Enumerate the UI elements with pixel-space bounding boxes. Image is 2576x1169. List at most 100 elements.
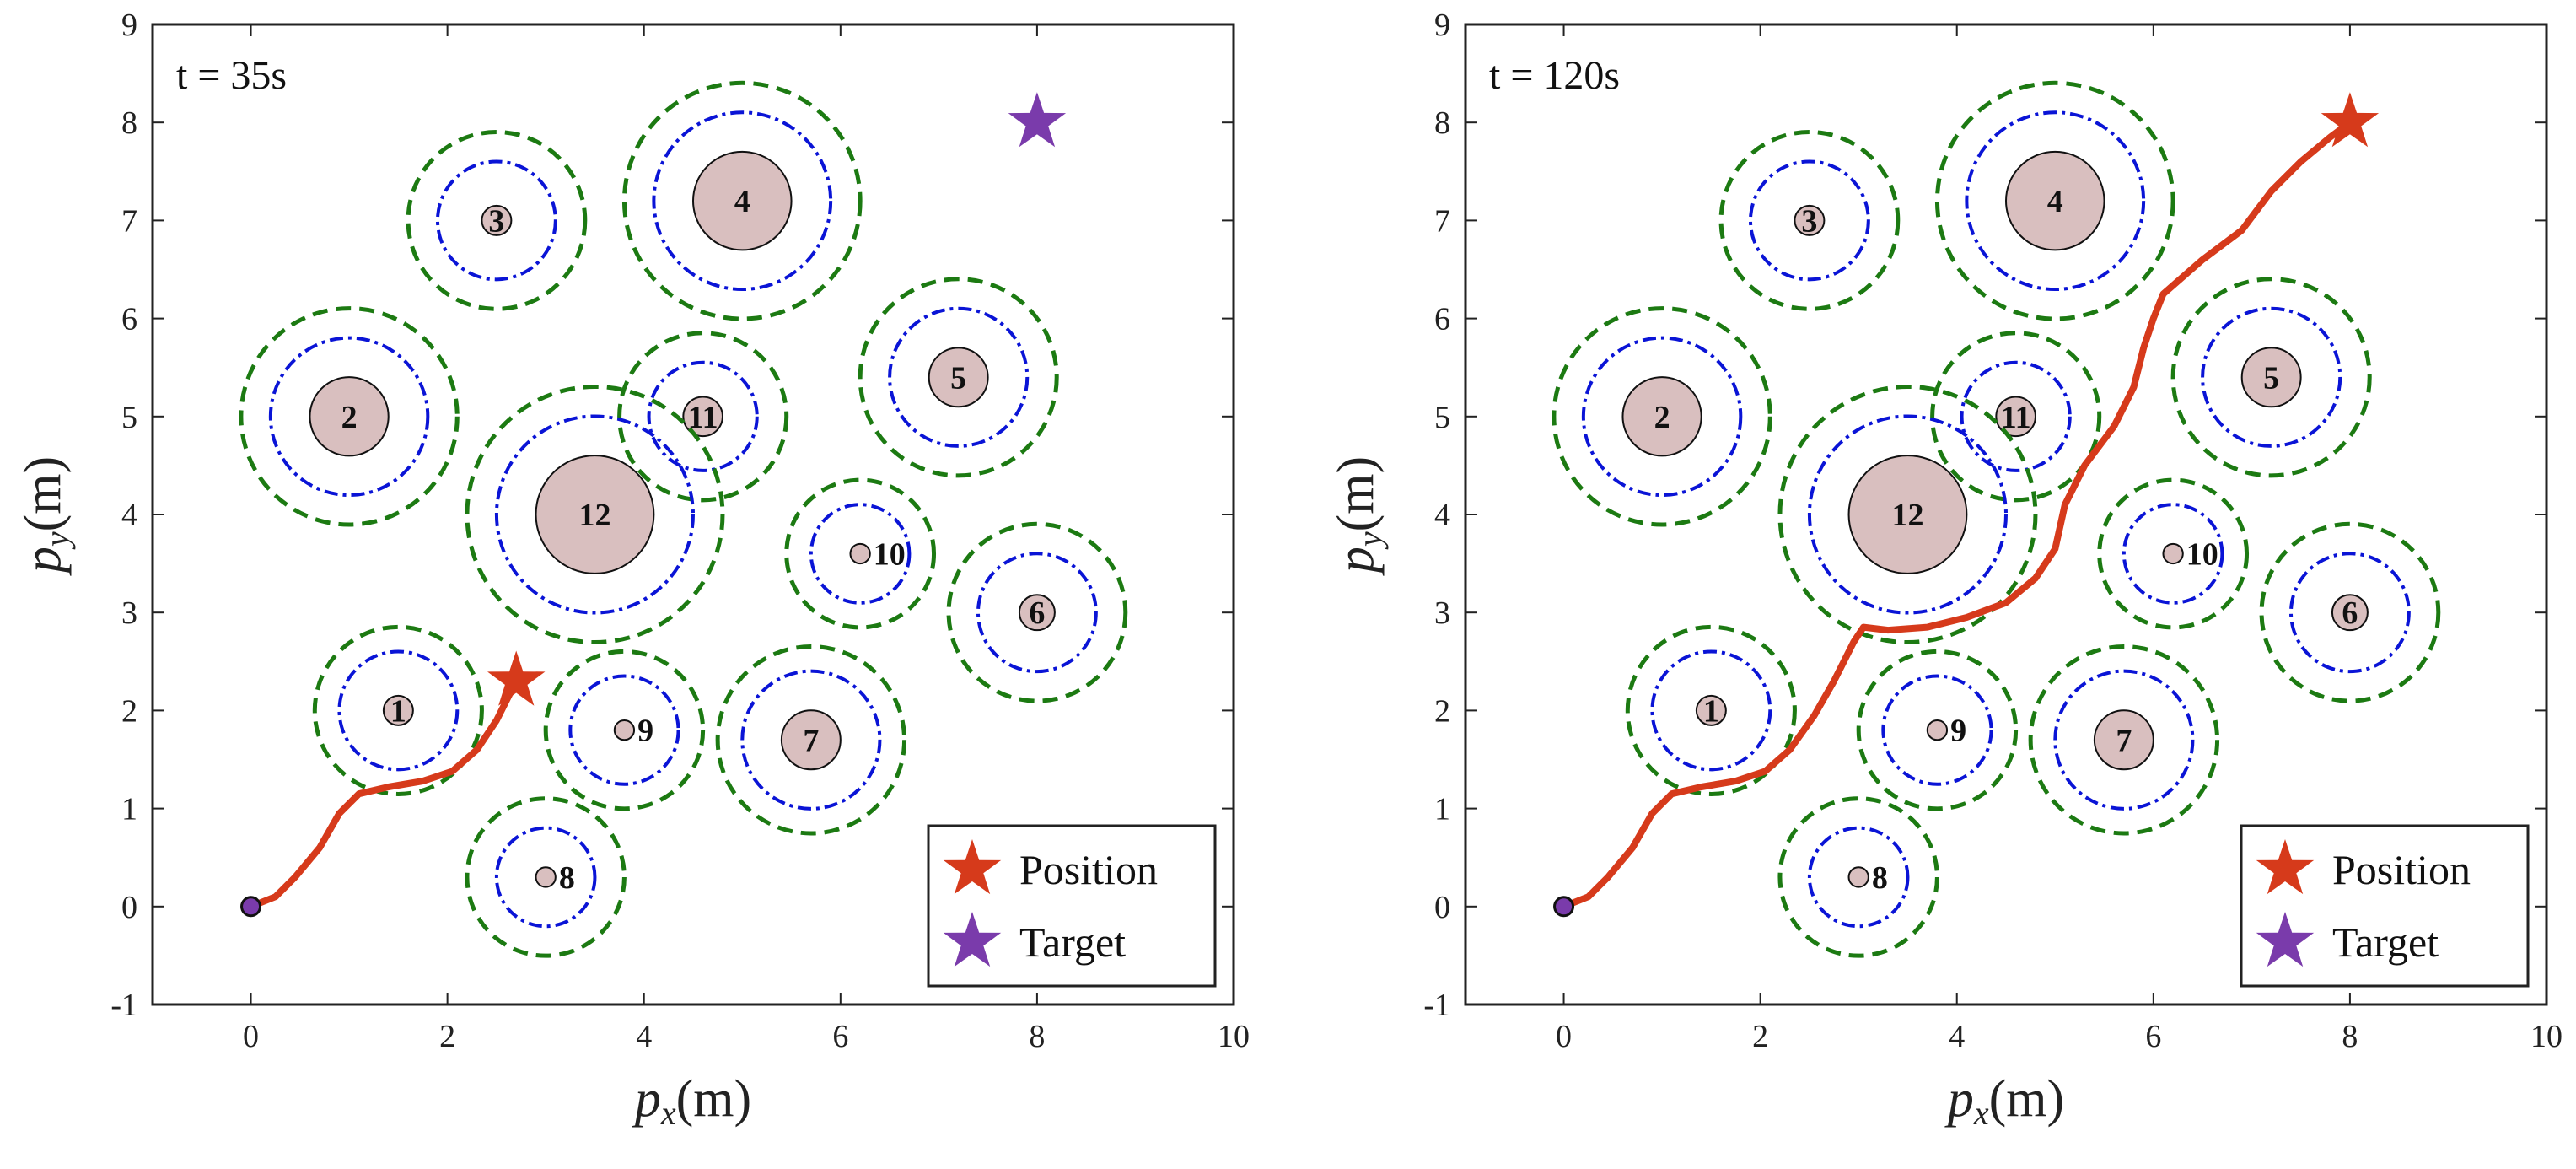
obstacle-7: 7: [2028, 644, 2220, 836]
x-axis-label-var: p: [1944, 1070, 1974, 1128]
obstacle-outer-ring: [543, 649, 706, 811]
obstacle-label: 10: [2186, 536, 2218, 572]
obstacle-body: [928, 347, 989, 408]
y-axis-label-var: p: [14, 547, 72, 576]
obstacle-body: [2005, 150, 2105, 251]
obstacle-outer-ring: [406, 130, 588, 311]
obstacle-body: [2240, 347, 2302, 408]
obstacle-label: 6: [2342, 595, 2358, 631]
x-tick-label: 2: [1752, 1019, 1768, 1054]
obstacle-outer-ring: [1625, 624, 1797, 796]
obstacle-inner-ring: [2122, 503, 2224, 605]
y-tick-label: 9: [121, 8, 137, 43]
y-tick-label: -1: [1423, 988, 1450, 1023]
obstacle-label: 8: [1872, 860, 1888, 896]
x-tick-label: 6: [832, 1019, 848, 1054]
obstacle-label: 9: [1950, 714, 1966, 749]
time-annotation: t = 35s: [176, 53, 287, 98]
obstacle-outer-ring: [621, 80, 863, 321]
position-star: [2321, 92, 2380, 148]
y-tick-label: 4: [121, 498, 137, 533]
obstacle-4: 4: [1934, 80, 2175, 321]
x-axis-label-sub: x: [1973, 1094, 1989, 1132]
trajectory-line: [1560, 119, 2353, 910]
y-tick-label: 5: [1434, 400, 1450, 435]
obstacle-inner-ring: [268, 336, 430, 498]
obstacle-3: 3: [406, 130, 588, 311]
legend-label: Target: [2332, 918, 2439, 966]
obstacle-body: [1847, 455, 1968, 574]
obstacle-label: 6: [1029, 595, 1045, 631]
obstacle-2: 2: [1552, 306, 1772, 527]
x-tick-label: 2: [439, 1019, 455, 1054]
obstacle-outer-ring: [715, 644, 907, 836]
position-star: [487, 650, 546, 706]
legend-star-target: [2256, 912, 2315, 967]
obstacle-body: [1621, 376, 1702, 457]
obstacle-4: 4: [621, 80, 863, 321]
obstacle-body: [1847, 866, 1869, 888]
obstacle-9: 9: [543, 649, 706, 811]
obstacle-inner-ring: [1807, 414, 2009, 615]
y-tick-label: 6: [121, 302, 137, 337]
y-tick-label: 2: [121, 693, 137, 729]
obstacle-label: 5: [2263, 360, 2279, 396]
obstacle-outer-ring: [617, 331, 789, 503]
obstacle-label: 11: [688, 400, 718, 435]
y-tick-label: 3: [1434, 595, 1450, 631]
obstacle-body: [535, 455, 655, 574]
obstacle-outer-ring: [858, 277, 1059, 478]
obstacle-inner-ring: [809, 503, 912, 605]
obstacle-label: 11: [2001, 400, 2031, 435]
obstacle-outer-ring: [312, 624, 484, 796]
obstacle-body: [481, 204, 513, 236]
obstacle-inner-ring: [494, 414, 695, 615]
x-tick-label: 10: [1218, 1019, 1250, 1054]
obstacle-label: 9: [637, 714, 653, 749]
obstacle-body: [692, 150, 793, 251]
legend-label: Target: [1019, 918, 1126, 966]
obstacle-8: 8: [465, 796, 627, 958]
obstacle-body: [2331, 594, 2369, 632]
obstacle-inner-ring: [1581, 336, 1743, 498]
obstacle-body: [2162, 542, 2184, 565]
obstacle-11: 11: [1930, 331, 2102, 503]
obstacle-9: 9: [1856, 649, 2019, 811]
obstacle-label: 1: [390, 693, 406, 729]
legend: Position Target: [2240, 824, 2530, 988]
start-marker: [240, 896, 262, 918]
obstacle-label: 4: [2047, 184, 2063, 219]
obstacle-label: 2: [341, 400, 358, 435]
y-axis-label-var: p: [1327, 547, 1385, 576]
obstacle-body: [1018, 594, 1056, 632]
y-tick-label: 8: [1434, 105, 1450, 141]
obstacle-10: 10: [784, 477, 937, 630]
obstacle-body: [309, 376, 390, 457]
time-annotation: t = 120s: [1489, 53, 1620, 98]
obstacle-outer-ring: [784, 477, 937, 630]
legend-label: Position: [1019, 846, 1158, 893]
x-axis-label-unit: (m): [1989, 1070, 2065, 1128]
obstacle-1: 1: [312, 624, 484, 796]
obstacle-label: 7: [2116, 723, 2132, 758]
obstacle-outer-ring: [465, 796, 627, 958]
x-axis-label: px(m): [1944, 1070, 2064, 1132]
obstacle-inner-ring: [1748, 159, 1870, 282]
obstacle-outer-ring: [1718, 130, 1901, 311]
obstacle-inner-ring: [568, 674, 680, 786]
legend-star-position: [943, 839, 1002, 895]
obstacle-inner-ring: [2053, 669, 2195, 811]
obstacle-body: [1695, 694, 1727, 726]
y-tick-label: 6: [1434, 302, 1450, 337]
x-axis-label: px(m): [632, 1070, 751, 1132]
obstacle-outer-ring: [1552, 306, 1772, 527]
x-tick-label: 4: [1949, 1019, 1965, 1054]
y-axis-label: py(m): [14, 456, 76, 576]
obstacle-5: 5: [858, 277, 1059, 478]
obstacle-label: 3: [1801, 203, 1817, 239]
obstacle-6: 6: [2259, 521, 2441, 703]
obstacle-outer-ring: [2170, 277, 2372, 478]
obstacle-11: 11: [617, 331, 789, 503]
